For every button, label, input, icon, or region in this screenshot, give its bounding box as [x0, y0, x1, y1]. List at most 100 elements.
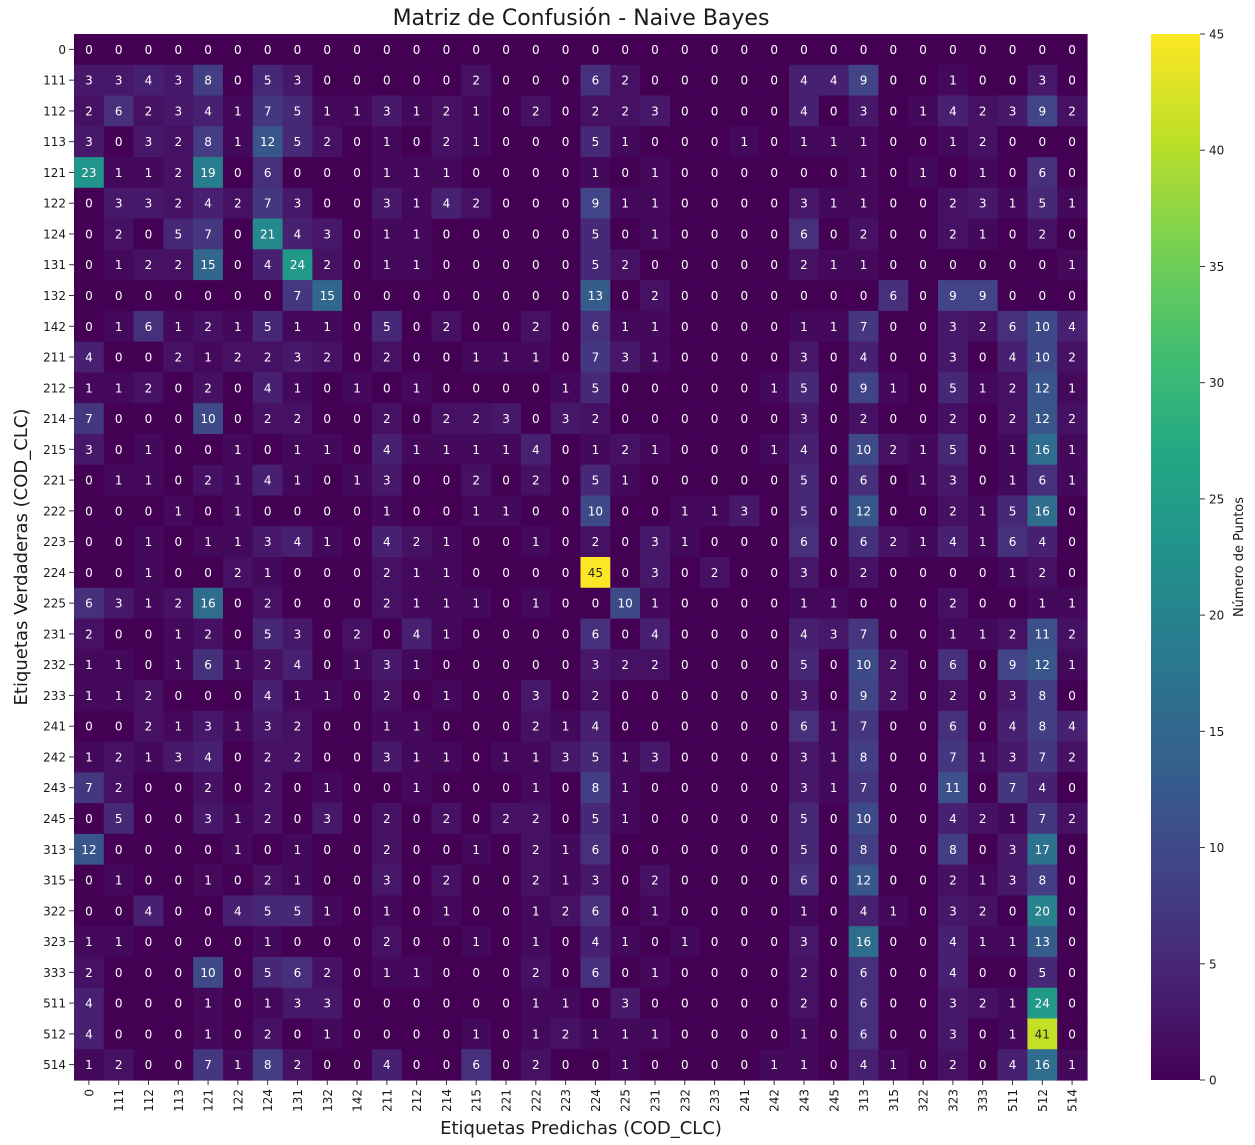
- heatmap-cell-label: 0: [681, 874, 689, 888]
- heatmap-cell-label: 0: [830, 227, 838, 241]
- heatmap-cell-label: 5: [264, 904, 272, 918]
- heatmap-cell-label: 0: [919, 658, 927, 672]
- heatmap-cell-label: 0: [741, 658, 749, 672]
- heatmap-cell-label: 16: [1035, 1058, 1050, 1072]
- heatmap-cell-label: 2: [264, 750, 272, 764]
- heatmap-cell: [699, 772, 731, 804]
- heatmap-cell-label: 1: [830, 197, 838, 211]
- heatmap-cell: [878, 341, 909, 374]
- heatmap-cell-label: 0: [145, 843, 153, 857]
- heatmap-cell-label: 0: [681, 320, 689, 334]
- heatmap-cell: [312, 987, 343, 1020]
- heatmap-cell: [669, 864, 701, 897]
- heatmap-cell-label: 1: [532, 750, 540, 764]
- heatmap-cell: [938, 280, 969, 312]
- heatmap-cell-label: 0: [741, 289, 749, 303]
- heatmap-cell: [938, 341, 969, 374]
- heatmap-cell-label: 1: [413, 750, 421, 764]
- heatmap-cell: [133, 833, 164, 866]
- heatmap-cell-label: 0: [681, 197, 689, 211]
- heatmap-cell-label: 0: [532, 504, 540, 518]
- heatmap-cell-label: 0: [919, 381, 927, 395]
- heatmap-cell: [967, 126, 999, 158]
- heatmap-cell-label: 0: [621, 566, 629, 580]
- heatmap-cell: [818, 64, 850, 97]
- heatmap-cell-label: 1: [145, 443, 153, 457]
- heatmap-cell-label: 0: [353, 812, 361, 826]
- heatmap-cell: [997, 95, 1029, 127]
- heatmap-cell-label: 2: [562, 1027, 570, 1041]
- heatmap-cell: [610, 249, 641, 281]
- heatmap-cell-label: 0: [353, 289, 361, 303]
- heatmap-cell-label: 0: [681, 781, 689, 795]
- heatmap-cell-label: 0: [323, 720, 331, 734]
- heatmap-cell: [282, 310, 313, 343]
- heatmap-cell: [401, 341, 433, 374]
- heatmap-cell-label: 0: [1068, 43, 1076, 57]
- heatmap-cell: [371, 557, 403, 589]
- heatmap-cell: [491, 280, 522, 312]
- heatmap-cell: [848, 864, 880, 897]
- y-tick-label: 333: [43, 966, 66, 980]
- heatmap-cell-label: 0: [919, 566, 927, 580]
- heatmap-cell-label: 4: [1038, 535, 1046, 549]
- heatmap-cell-label: 0: [830, 474, 838, 488]
- heatmap-cell-label: 0: [741, 720, 749, 734]
- heatmap-cell: [610, 956, 641, 989]
- colorbar-tick-label: 0: [1209, 1074, 1217, 1088]
- heatmap-cell: [550, 310, 582, 343]
- colorbar-tick-label: 15: [1209, 725, 1224, 739]
- heatmap-cell-label: 0: [413, 812, 421, 826]
- heatmap-cell: [491, 895, 522, 927]
- heatmap-cell-label: 1: [413, 381, 421, 395]
- heatmap-cell-label: 0: [353, 535, 361, 549]
- heatmap-cell-label: 6: [860, 997, 868, 1011]
- heatmap-cell: [908, 956, 939, 989]
- heatmap-cell-label: 2: [174, 166, 182, 180]
- heatmap-cell-label: 0: [711, 1027, 719, 1041]
- heatmap-cell-label: 0: [592, 43, 600, 57]
- heatmap-cell-label: 3: [651, 750, 659, 764]
- heatmap-cell-label: 0: [353, 1027, 361, 1041]
- heatmap-cell: [967, 495, 999, 527]
- heatmap-cell-label: 0: [711, 1058, 719, 1072]
- heatmap-cell-label: 6: [115, 104, 123, 118]
- heatmap-cell-label: 0: [115, 997, 123, 1011]
- heatmap-cell-label: 0: [711, 535, 719, 549]
- heatmap-cell: [371, 126, 403, 158]
- heatmap-cell: [640, 495, 671, 527]
- heatmap-cell-label: 0: [353, 504, 361, 518]
- heatmap-cell-label: 0: [532, 43, 540, 57]
- heatmap-cell: [610, 187, 641, 220]
- heatmap-cell-label: 1: [115, 474, 123, 488]
- heatmap-cell-label: 4: [1068, 720, 1076, 734]
- heatmap-cell: [878, 433, 909, 466]
- heatmap-cell: [848, 249, 880, 281]
- heatmap-cell-label: 0: [979, 689, 987, 703]
- heatmap-cell: [729, 618, 760, 650]
- heatmap-cell-label: 1: [85, 658, 93, 672]
- heatmap-cell-label: 0: [919, 227, 927, 241]
- heatmap-cell-label: 3: [204, 812, 212, 826]
- heatmap-cell-label: 4: [800, 104, 808, 118]
- heatmap-cell-label: 0: [294, 166, 302, 180]
- heatmap-cell-label: 0: [770, 43, 778, 57]
- heatmap-cell: [1027, 34, 1058, 66]
- heatmap-cell-label: 0: [174, 689, 182, 703]
- heatmap-cell-label: 0: [741, 381, 749, 395]
- heatmap-cell: [610, 464, 641, 497]
- heatmap-cell: [610, 772, 641, 804]
- heatmap-cell: [1057, 803, 1088, 835]
- heatmap-cell: [1057, 833, 1088, 866]
- heatmap-cell-label: 2: [949, 689, 957, 703]
- heatmap-cell-label: 0: [711, 104, 719, 118]
- heatmap-cell-label: 0: [383, 381, 391, 395]
- heatmap-cell: [848, 680, 880, 712]
- heatmap-cell-label: 0: [770, 689, 778, 703]
- heatmap-cell: [938, 495, 969, 527]
- heatmap-cell: [669, 926, 701, 958]
- heatmap-cell: [520, 741, 552, 773]
- heatmap-cell: [789, 341, 820, 374]
- heatmap-cell-label: 0: [115, 412, 123, 426]
- heatmap-cell-label: 0: [502, 874, 510, 888]
